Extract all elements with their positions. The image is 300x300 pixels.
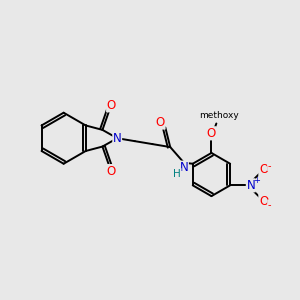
Text: O: O	[107, 99, 116, 112]
Text: N: N	[180, 161, 188, 174]
Text: -: -	[268, 200, 271, 210]
Text: O: O	[207, 127, 216, 140]
Text: O: O	[259, 194, 268, 208]
Text: methoxy: methoxy	[200, 111, 239, 120]
Text: O: O	[107, 165, 116, 178]
Text: N: N	[246, 179, 255, 192]
Text: N: N	[113, 132, 122, 145]
Text: -: -	[268, 161, 271, 171]
Text: O: O	[156, 116, 165, 129]
Text: H: H	[173, 169, 181, 178]
Text: O: O	[259, 163, 268, 176]
Text: methoxy: methoxy	[211, 115, 218, 116]
Text: +: +	[253, 176, 260, 185]
